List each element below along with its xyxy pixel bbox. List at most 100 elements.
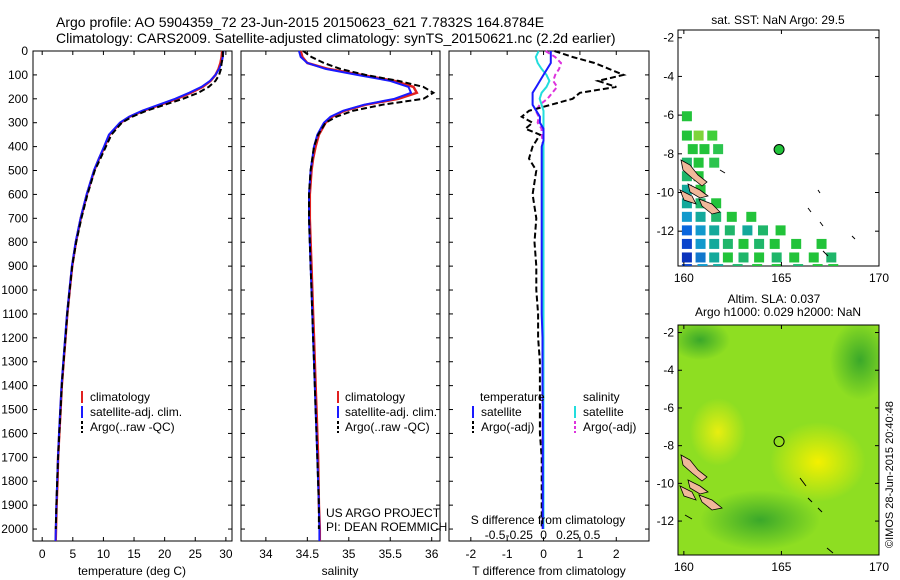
sst-cell <box>711 198 722 209</box>
credit-project: US ARGO PROJECT <box>326 506 441 520</box>
sst-cell <box>693 157 704 168</box>
sst-cell <box>722 238 733 249</box>
depth-tick-label: 1600 <box>1 426 28 440</box>
sst-cell <box>695 225 706 236</box>
depth-tick-label: 600 <box>8 187 28 201</box>
sst-cell <box>746 211 757 222</box>
sst-map-title: sat. SST: NaN Argo: 29.5 <box>711 13 845 27</box>
legend-satellite: satellite-adj. clim. <box>90 405 182 419</box>
sla-field <box>678 325 879 555</box>
sst-cell <box>681 130 692 141</box>
sst-cell <box>709 238 720 249</box>
sla-low-ne <box>830 325 879 400</box>
map-y-tick-label: -8 <box>663 147 674 161</box>
island-shape <box>687 479 709 495</box>
sst-cell <box>754 252 765 263</box>
header-line-2: Climatology: CARS2009. Satellite-adjuste… <box>56 30 616 46</box>
map-y-tick-label: -2 <box>663 31 674 45</box>
map-x-tick-label: 160 <box>674 271 694 285</box>
sla-map-title-2: Argo h1000: 0.029 h2000: NaN <box>695 305 861 319</box>
depth-tick-label: 900 <box>8 259 28 273</box>
temperature-difference-tick-label: -2 <box>465 547 476 561</box>
argo-position-marker <box>773 144 785 156</box>
sst-cell <box>808 252 819 263</box>
temperature-difference-tick-label: 1 <box>577 547 584 561</box>
sst-cell <box>709 252 720 263</box>
sla-map-frame <box>677 324 880 556</box>
temperature-xlabel: temperature (deg C) <box>78 564 186 578</box>
sst-cell <box>724 225 735 236</box>
legend-argo: Argo(..raw -QC) <box>345 420 430 434</box>
sst-cell <box>726 211 737 222</box>
sst-cell <box>812 264 823 266</box>
depth-tick-label: 200 <box>8 92 28 106</box>
sst-cell <box>752 264 763 266</box>
temperature-profiles <box>54 50 225 542</box>
salinity-tick-label: 35 <box>342 547 356 561</box>
satellite-salinity-line <box>298 50 413 541</box>
temperature-tick-label: 10 <box>97 547 111 561</box>
map-x-tick-label: 160 <box>674 560 694 574</box>
map-y-tick-label: -10 <box>657 185 675 199</box>
map-x-tick-label: 170 <box>869 560 889 574</box>
difference-x-axes: -2 -1 0 1 2 -0.5 -0.25 0 0.25 0.5 <box>465 51 620 561</box>
temperature-legend: climatology satellite-adj. clim. Argo(..… <box>81 390 182 434</box>
temperature-difference-tick-label: 2 <box>613 547 620 561</box>
header-line-1: Argo profile: AO 5904359_72 23-Jun-2015 … <box>56 14 544 30</box>
sst-cell <box>816 238 827 249</box>
island-shape <box>687 183 709 199</box>
depth-tick-label: 1000 <box>1 283 28 297</box>
legend-argo: Argo(..raw -QC) <box>90 420 175 434</box>
sst-cell <box>732 264 743 266</box>
map-y-tick-label: -4 <box>663 69 674 83</box>
sst-cell <box>681 171 692 182</box>
temperature-tick-label: 5 <box>69 547 76 561</box>
difference-panel-frame <box>448 50 650 542</box>
island-shape <box>698 198 721 215</box>
sst-cell <box>826 252 837 263</box>
depth-tick-label: 100 <box>8 68 28 82</box>
depth-tick-label: 300 <box>8 116 28 130</box>
argo-temperature-difference-line <box>519 50 627 529</box>
sst-cell <box>789 252 800 263</box>
sst-cell <box>707 130 718 141</box>
sst-cell <box>695 238 706 249</box>
temperature-tick-label: 0 <box>39 547 46 561</box>
sst-cell <box>828 264 839 266</box>
island-shape <box>680 454 708 482</box>
sst-cell <box>687 144 698 155</box>
s-difference-tick-label: 0.5 <box>584 528 601 542</box>
sst-cell <box>681 157 692 168</box>
map-y-tick-label: -12 <box>657 514 675 528</box>
map-y-tick-label: -12 <box>657 224 675 238</box>
sla-map <box>677 324 880 556</box>
sla-map-title-1: Altim. SLA: 0.037 <box>728 292 821 306</box>
salinity-profiles <box>298 50 436 541</box>
depth-tick-label: 700 <box>8 211 28 225</box>
sla-map-axes: -2 -4 -6 -8 -10 -12 160 165 170 <box>657 325 889 574</box>
temperature-tick-label: 30 <box>219 547 233 561</box>
sst-cell <box>681 225 692 236</box>
legend-sat-t: satellite <box>481 405 522 419</box>
difference-profiles <box>519 50 627 529</box>
map-x-tick-label: 170 <box>869 271 889 285</box>
sla-high-east <box>770 422 866 502</box>
sst-cell <box>709 225 720 236</box>
legend-temperature-title: temperature <box>480 390 545 404</box>
sst-map-axes: -2 -4 -6 -8 -10 -12 160 165 170 <box>657 30 889 285</box>
depth-axis: 0 100 200 300 400 500 600 700 800 900 1000 1100 1200… <box>1 44 649 536</box>
sst-cell <box>695 211 706 222</box>
depth-tick-label: 800 <box>8 235 28 249</box>
temperature-tick-label: 20 <box>158 547 172 561</box>
sla-low-nw <box>678 325 730 360</box>
depth-tick-label: 1100 <box>2 307 28 321</box>
sst-cell <box>681 264 692 266</box>
sla-high-west <box>690 398 746 466</box>
sst-cell <box>769 238 780 249</box>
island-shape <box>719 169 726 174</box>
legend-sat-s: satellite <box>583 405 624 419</box>
depth-tick-label: 500 <box>8 164 28 178</box>
temperature-difference-tick-label: -1 <box>502 547 513 561</box>
salinity-legend: climatology satellite-adj. clim. Argo(..… <box>326 390 447 534</box>
